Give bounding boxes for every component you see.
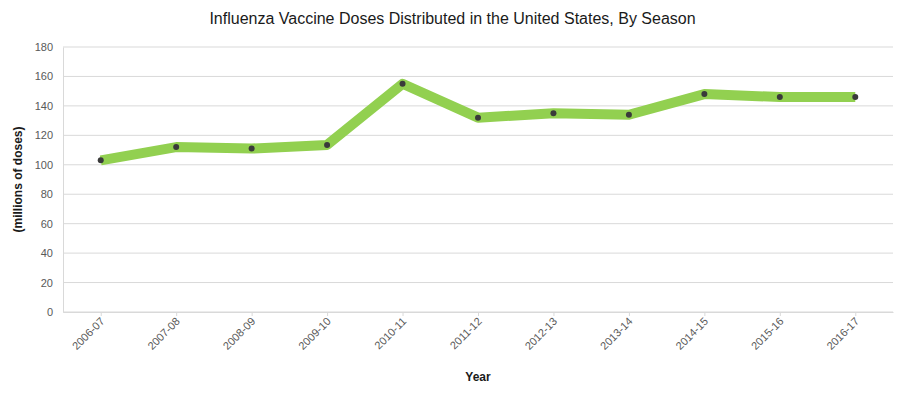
grid	[63, 47, 893, 312]
y-axis-line	[63, 48, 64, 313]
data-point	[852, 94, 858, 100]
x-tick-label: 2012-13	[522, 315, 559, 352]
grid-line	[63, 282, 893, 283]
x-tick: 2015-16	[749, 312, 786, 352]
data-point	[777, 94, 783, 100]
x-tick-label: 2009-10	[296, 315, 333, 352]
x-tick: 2016-17	[824, 312, 861, 352]
x-tick: 2013-14	[598, 312, 635, 352]
x-tick: 2009-10	[296, 312, 333, 352]
y-tick-label: 100	[35, 159, 53, 171]
y-tick: 140	[35, 100, 63, 112]
x-tick-label: 2015-16	[749, 315, 786, 352]
grid-line	[63, 47, 893, 48]
data-point	[626, 112, 632, 118]
grid-line	[63, 194, 893, 195]
y-tick: 100	[35, 159, 63, 171]
data-point	[701, 91, 707, 97]
y-axis: 0 20 40 60 80 100 120 140 160 180	[35, 41, 64, 318]
x-tick-mark	[101, 312, 102, 316]
grid-line	[63, 135, 893, 136]
plot-marks	[98, 81, 859, 164]
x-tick-label: 2011-12	[447, 315, 483, 351]
x-tick-label: 2007-08	[145, 315, 182, 352]
y-tick-label: 20	[41, 277, 53, 289]
data-point	[249, 146, 255, 152]
x-tick-label: 2008-09	[221, 315, 258, 352]
y-tick: 20	[41, 277, 63, 289]
x-tick-mark	[478, 312, 479, 316]
y-tick-label: 180	[35, 41, 53, 53]
x-tick-mark	[252, 312, 253, 316]
x-tick: 2006-07	[70, 312, 107, 352]
data-point	[173, 144, 179, 150]
chart-title: Influenza Vaccine Doses Distributed in t…	[209, 10, 695, 27]
grid-line	[63, 164, 893, 165]
x-tick-mark	[327, 312, 328, 316]
data-line	[101, 84, 856, 161]
y-tick-label: 40	[41, 247, 53, 259]
data-point	[475, 115, 481, 121]
y-axis-title: (millions of doses)	[11, 126, 25, 232]
grid-line	[63, 76, 893, 77]
x-tick: 2008-09	[221, 312, 258, 352]
data-point	[324, 142, 330, 148]
grid-line	[63, 253, 893, 254]
y-tick-label: 140	[35, 100, 53, 112]
x-tick-mark	[553, 312, 554, 316]
y-tick: 120	[35, 129, 63, 141]
data-point	[400, 81, 406, 87]
grid-line	[63, 223, 893, 224]
x-tick-mark	[403, 312, 404, 316]
x-tick-mark	[704, 312, 705, 316]
x-tick-label: 2014-15	[673, 315, 710, 352]
data-point	[98, 157, 104, 163]
x-tick-mark	[855, 312, 856, 316]
x-tick-mark	[176, 312, 177, 316]
y-tick: 80	[41, 188, 63, 200]
x-tick: 2014-15	[673, 312, 710, 352]
y-tick: 0	[47, 306, 63, 318]
y-tick: 180	[35, 41, 63, 53]
x-tick: 2010-11	[372, 312, 408, 351]
y-tick-label: 120	[35, 129, 53, 141]
x-tick-label: 2010-11	[372, 315, 408, 351]
x-tick-label: 2016-17	[824, 315, 861, 352]
y-tick-label: 60	[41, 218, 53, 230]
x-axis: 2006-07 2007-08 2008-09 2009-10 2010-11 2011-…	[64, 312, 894, 352]
y-tick-label: 160	[35, 70, 53, 82]
x-tick: 2012-13	[522, 312, 559, 352]
x-tick-mark	[629, 312, 630, 316]
x-tick-label: 2013-14	[598, 315, 635, 352]
y-tick: 60	[41, 218, 63, 230]
x-axis-title: Year	[465, 370, 491, 384]
y-tick: 40	[41, 247, 63, 259]
x-tick-mark	[780, 312, 781, 316]
y-tick-label: 0	[47, 306, 53, 318]
chart-root: Influenza Vaccine Doses Distributed in t…	[0, 0, 905, 397]
x-tick: 2007-08	[145, 312, 182, 352]
data-point	[550, 110, 556, 116]
grid-line	[63, 105, 893, 106]
y-tick-label: 80	[41, 188, 53, 200]
x-tick-label: 2006-07	[70, 315, 107, 352]
x-tick: 2011-12	[447, 312, 483, 351]
y-tick: 160	[35, 70, 63, 82]
